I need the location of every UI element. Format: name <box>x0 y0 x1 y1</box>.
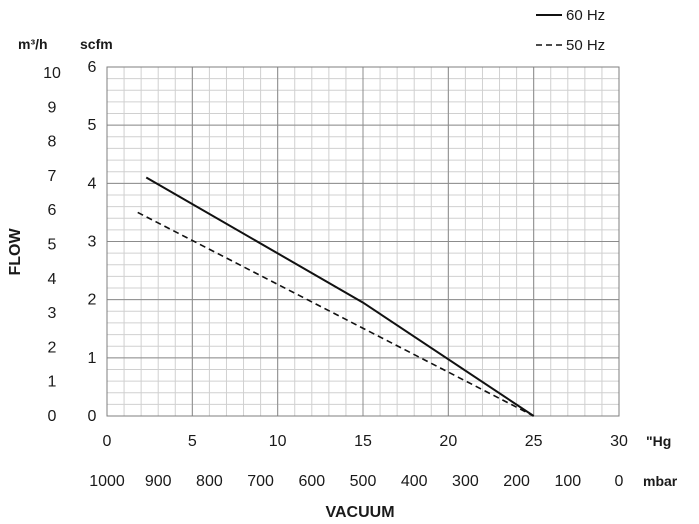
plot-frame <box>106 66 620 417</box>
x-tick-label: 30 <box>610 433 628 450</box>
y-tick-label: 2 <box>88 292 97 309</box>
y-tick-labels-m3h: 0 1 2 3 4 5 6 7 8 9 10 <box>43 65 61 425</box>
series-line-50-hz <box>137 211 535 417</box>
x-secondary-tick-label: 200 <box>503 473 530 490</box>
y-tick-label: 3 <box>88 234 97 251</box>
x-unit-hg: "Hg <box>646 433 671 449</box>
y-secondary-tick-label: 3 <box>48 305 57 322</box>
x-unit-mbar: mbar <box>643 473 678 489</box>
legend-label: 60 Hz <box>566 7 605 24</box>
x-secondary-tick-label: 1000 <box>89 473 125 490</box>
y-secondary-tick-label: 10 <box>43 65 61 82</box>
y-tick-label: 0 <box>88 408 97 425</box>
x-tick-labels-hg: 0 5 10 15 20 25 30 <box>103 433 628 450</box>
y-secondary-tick-label: 1 <box>48 374 57 391</box>
y-secondary-tick-label: 9 <box>48 99 57 116</box>
x-secondary-tick-label: 800 <box>196 473 223 490</box>
x-secondary-tick-label: 300 <box>452 473 479 490</box>
series-layer <box>137 176 535 417</box>
x-secondary-tick-label: 0 <box>615 473 624 490</box>
y-secondary-tick-label: 4 <box>48 271 57 288</box>
series-line-60-hz <box>145 176 535 417</box>
y-tick-label: 4 <box>88 175 97 192</box>
x-tick-label: 10 <box>269 433 287 450</box>
y-secondary-tick-label: 7 <box>48 168 57 185</box>
x-tick-labels-mbar: 1000 900 800 700 600 500 400 300 200 100 0 <box>89 473 623 490</box>
y-tick-labels-scfm: 0 1 2 3 4 5 6 <box>88 59 97 425</box>
y-tick-label: 6 <box>88 59 97 76</box>
y-secondary-tick-label: 5 <box>48 237 57 254</box>
y-unit-m3h: m³/h <box>18 36 48 52</box>
x-axis-title: VACUUM <box>325 504 394 521</box>
x-secondary-tick-label: 100 <box>554 473 581 490</box>
x-secondary-tick-label: 600 <box>298 473 325 490</box>
x-secondary-tick-label: 500 <box>350 473 377 490</box>
x-tick-label: 20 <box>439 433 457 450</box>
y-axis-title: FLOW <box>7 228 24 276</box>
x-tick-label: 5 <box>188 433 197 450</box>
y-tick-label: 1 <box>88 350 97 367</box>
y-secondary-tick-label: 6 <box>48 202 57 219</box>
y-unit-scfm: scfm <box>80 36 113 52</box>
x-secondary-tick-label: 400 <box>401 473 428 490</box>
x-secondary-tick-label: 900 <box>145 473 172 490</box>
legend-label: 50 Hz <box>566 37 605 54</box>
x-tick-label: 0 <box>103 433 112 450</box>
y-secondary-tick-label: 0 <box>48 408 57 425</box>
y-secondary-tick-label: 8 <box>48 134 57 151</box>
x-secondary-tick-label: 700 <box>247 473 274 490</box>
y-secondary-tick-label: 2 <box>48 339 57 356</box>
legend: 60 Hz 50 Hz <box>536 7 605 54</box>
y-tick-label: 5 <box>88 117 97 134</box>
x-tick-label: 25 <box>525 433 543 450</box>
major-grid <box>106 66 620 417</box>
x-tick-label: 15 <box>354 433 372 450</box>
